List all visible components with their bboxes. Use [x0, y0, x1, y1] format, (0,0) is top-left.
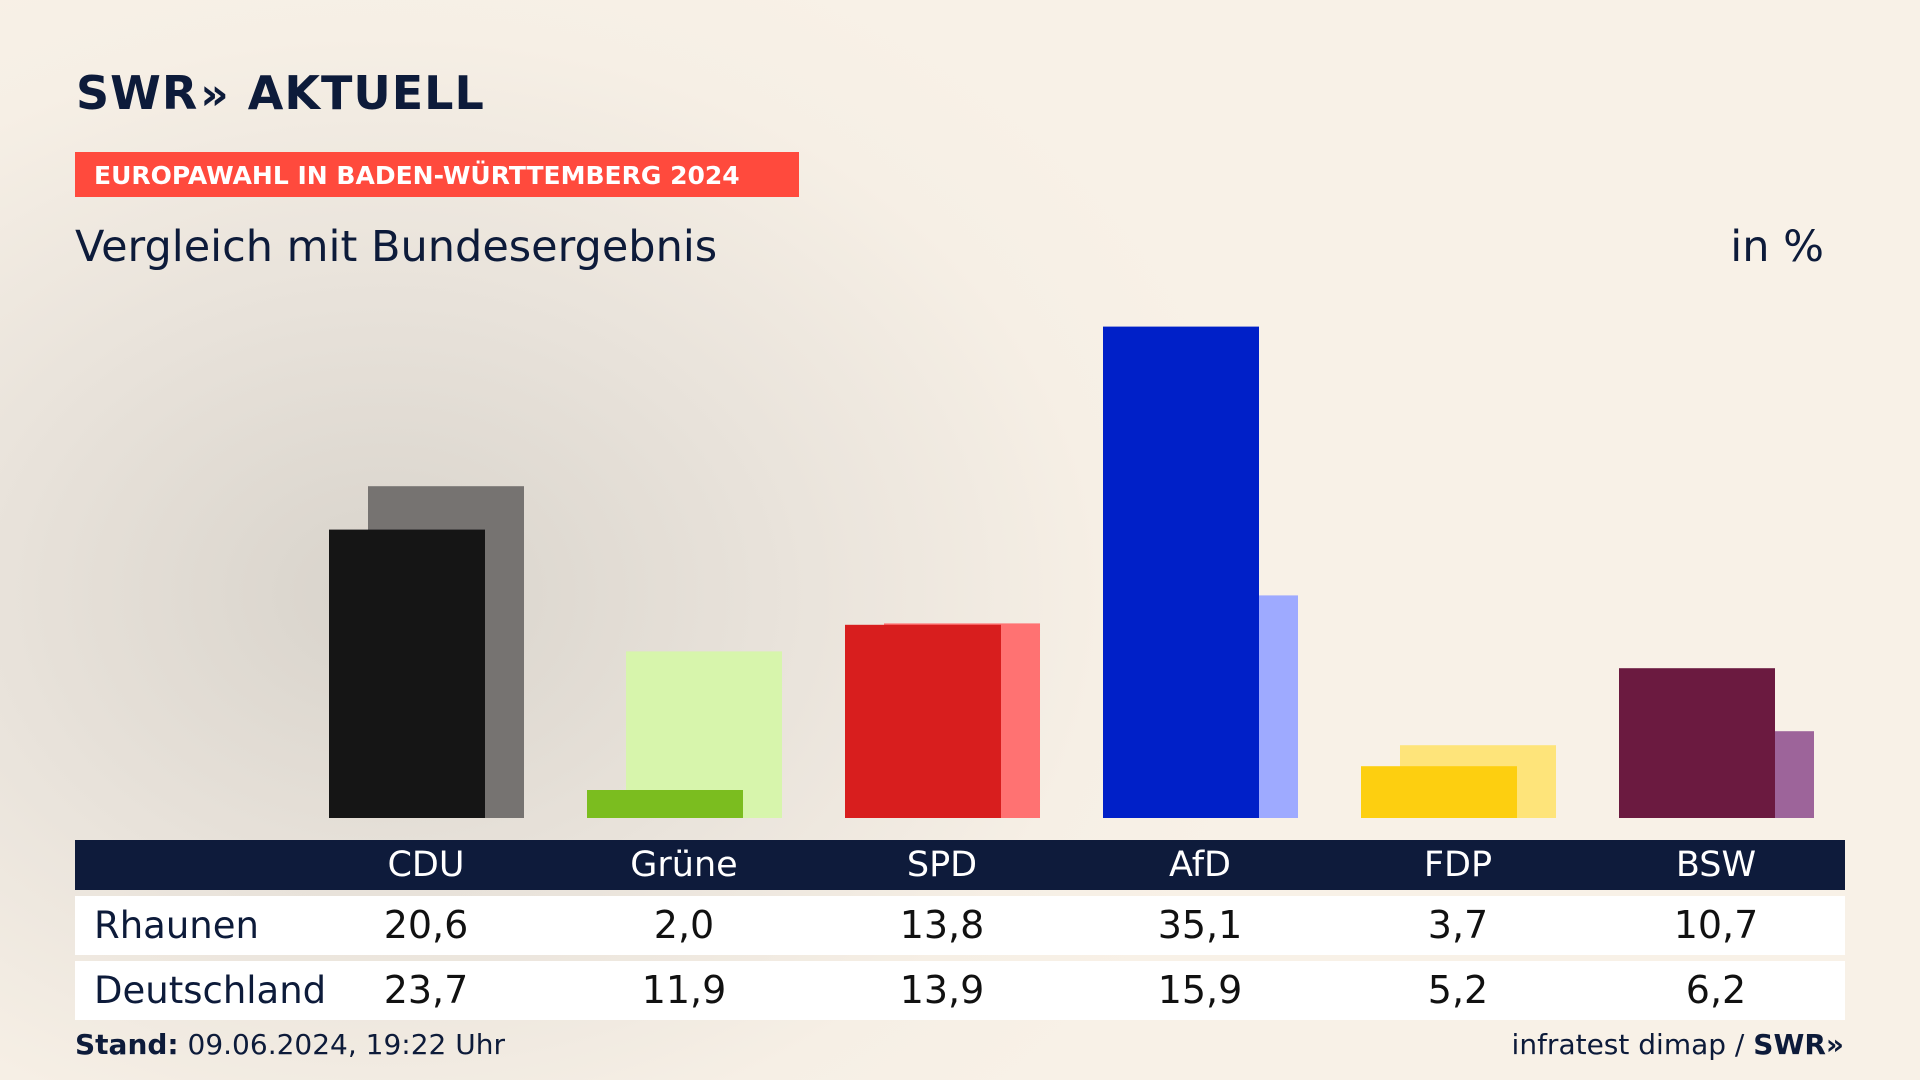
chart-subtitle: Vergleich mit Bundesergebnis [75, 222, 718, 272]
source-credit: infratest dimap / SWR» [1512, 1028, 1844, 1061]
table-cell: 35,1 [1157, 903, 1243, 947]
table-row-deutschland: Deutschland 23,7 11,9 13,9 15,9 5,2 6,2 [75, 961, 1845, 1020]
table-cell: 3,7 [1427, 903, 1489, 947]
logo-suffix: AKTUELL [247, 66, 485, 120]
source-brand: SWR [1753, 1028, 1826, 1061]
logo-brand: SWR [76, 66, 199, 120]
table-cell: 23,7 [383, 968, 469, 1012]
table-cell: 13,8 [899, 903, 985, 947]
row-label: Deutschland [94, 969, 327, 1012]
timestamp: Stand: 09.06.2024, 19:22 Uhr [75, 1028, 505, 1061]
logo-chevron: » [200, 69, 230, 120]
party-header: SPD [906, 845, 978, 885]
bar-rhaunen-afd [1103, 326, 1259, 818]
results-table: CDU Grüne SPD AfD FDP BSW Rhaunen 20,6 2,0 13,8… [75, 840, 1845, 1020]
unit-label: in % [1730, 222, 1824, 272]
swr-aktuell-logo: SWR» AKTUELL [76, 66, 485, 120]
table-cell: 10,7 [1673, 903, 1759, 947]
table-cell: 15,9 [1157, 968, 1243, 1012]
table-header-row: CDU Grüne SPD AfD FDP BSW [75, 840, 1845, 890]
source-chevron: » [1825, 1028, 1844, 1061]
table-cell: 2,0 [653, 903, 715, 947]
row-label: Rhaunen [94, 904, 259, 947]
party-header: BSW [1675, 845, 1757, 885]
bar-rhaunen-grüne [587, 790, 743, 818]
stand-value: 09.06.2024, 19:22 Uhr [187, 1028, 505, 1061]
table-cell: 13,9 [899, 968, 985, 1012]
banner-text: EUROPAWAHL IN BADEN-WÜRTTEMBERG 2024 [94, 161, 740, 190]
bar-rhaunen-bsw [1619, 668, 1775, 818]
table-cell: 5,2 [1427, 968, 1489, 1012]
bar-rhaunen-spd [845, 624, 1001, 818]
bar-rhaunen-fdp [1361, 766, 1517, 818]
bar-rhaunen-cdu [329, 529, 485, 818]
party-header: CDU [387, 845, 465, 885]
table-cell: 11,9 [641, 968, 727, 1012]
stand-label: Stand: [75, 1028, 179, 1061]
table-cell: 6,2 [1685, 968, 1747, 1012]
party-header: AfD [1169, 845, 1231, 885]
table-cell: 20,6 [383, 903, 469, 947]
source-text: infratest dimap / [1511, 1028, 1745, 1061]
party-header: Grüne [630, 845, 738, 885]
election-banner: EUROPAWAHL IN BADEN-WÜRTTEMBERG 2024 [75, 152, 799, 197]
party-header: FDP [1423, 845, 1493, 885]
table-row-rhaunen: Rhaunen 20,6 2,0 13,8 35,1 3,7 10,7 [75, 896, 1845, 955]
